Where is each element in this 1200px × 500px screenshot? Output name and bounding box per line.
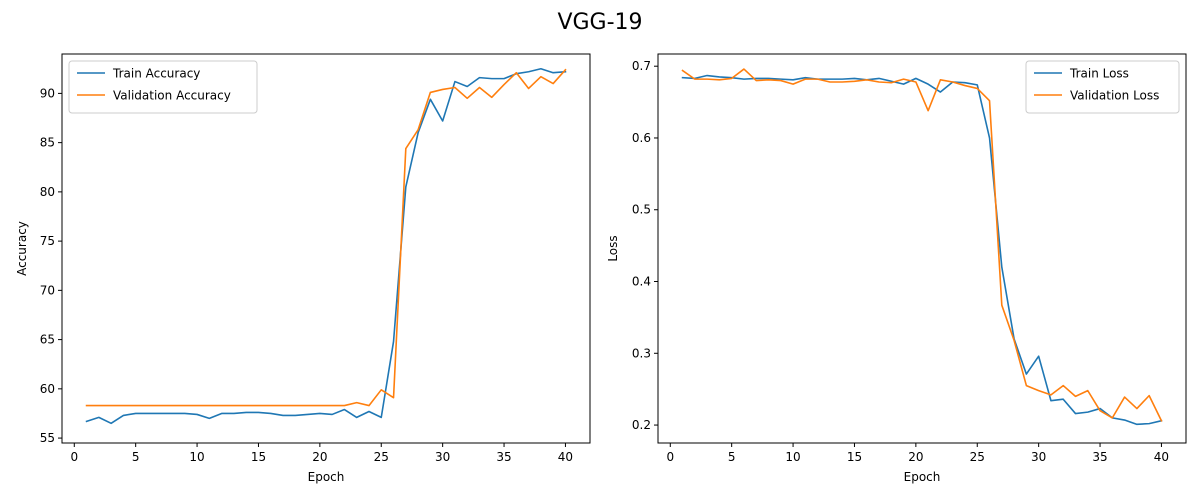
loss-y-tick-label: 0.7 bbox=[632, 59, 651, 73]
loss-legend: Train Loss Validation Loss bbox=[1025, 60, 1180, 114]
loss-legend-box bbox=[1025, 60, 1180, 114]
accuracy-y-tick-label: 55 bbox=[40, 431, 55, 445]
accuracy-y-tick-label: 85 bbox=[40, 136, 55, 150]
figure-title: VGG-19 bbox=[557, 10, 642, 35]
accuracy-x-tick-label: 30 bbox=[435, 450, 450, 464]
loss-x-tick-label: 30 bbox=[1031, 450, 1046, 464]
loss-y-axis-label: Loss bbox=[606, 235, 620, 261]
loss-y-tick-label: 0.6 bbox=[632, 131, 651, 145]
accuracy-x-tick-label: 20 bbox=[312, 450, 327, 464]
loss-legend-label-0: Train Loss bbox=[1069, 67, 1129, 81]
accuracy-y-tick-label: 60 bbox=[40, 382, 55, 396]
loss-x-tick-label: 5 bbox=[728, 450, 736, 464]
accuracy-y-tick-label: 75 bbox=[40, 234, 55, 248]
loss-chart: 0 5 10 15 20 25 30 35 40 0.2 0.3 0.4 0.5 0.6 0.7 Epoch L… bbox=[606, 53, 1187, 484]
accuracy-axes-frame bbox=[61, 53, 591, 444]
loss-y-tick-label: 0.4 bbox=[632, 275, 651, 289]
loss-x-tick-label: 35 bbox=[1092, 450, 1107, 464]
accuracy-x-axis-label: Epoch bbox=[308, 470, 345, 484]
accuracy-x-tick-label: 40 bbox=[558, 450, 573, 464]
loss-series-line-1 bbox=[681, 68, 1163, 422]
accuracy-y-tick-label: 90 bbox=[40, 86, 55, 100]
loss-x-tick-label: 40 bbox=[1154, 450, 1169, 464]
loss-axes-frame bbox=[657, 53, 1187, 444]
loss-y-tick-label: 0.3 bbox=[632, 346, 651, 360]
accuracy-y-axis-label: Accuracy bbox=[15, 221, 29, 276]
loss-x-tick-label: 0 bbox=[666, 450, 674, 464]
accuracy-legend-box bbox=[68, 60, 258, 114]
accuracy-legend-label-0: Train Accuracy bbox=[112, 67, 200, 81]
accuracy-chart: 0 5 10 15 20 25 30 35 40 55 60 65 70 75 80 85 90 Epoch Acc… bbox=[15, 53, 591, 484]
loss-y-tick-label: 0.5 bbox=[632, 203, 651, 217]
accuracy-x-tick-label: 10 bbox=[189, 450, 204, 464]
loss-x-tick-label: 20 bbox=[908, 450, 923, 464]
loss-x-axis-label: Epoch bbox=[904, 470, 941, 484]
accuracy-x-tick-label: 15 bbox=[251, 450, 266, 464]
accuracy-x-tick-label: 35 bbox=[496, 450, 511, 464]
loss-legend-label-1: Validation Loss bbox=[1070, 89, 1159, 103]
accuracy-series-line-0 bbox=[85, 67, 567, 425]
loss-x-tick-label: 25 bbox=[970, 450, 985, 464]
loss-x-tick-label: 15 bbox=[847, 450, 862, 464]
loss-series-line-0 bbox=[681, 74, 1163, 426]
accuracy-x-tick-label: 0 bbox=[70, 450, 78, 464]
loss-x-tick-label: 10 bbox=[785, 450, 800, 464]
accuracy-series-line-1 bbox=[85, 68, 567, 407]
accuracy-y-tick-label: 65 bbox=[40, 333, 55, 347]
loss-y-tick-label: 0.2 bbox=[632, 418, 651, 432]
accuracy-legend-label-1: Validation Accuracy bbox=[113, 89, 231, 103]
accuracy-y-tick-label: 80 bbox=[40, 185, 55, 199]
accuracy-x-tick-label: 5 bbox=[132, 450, 140, 464]
accuracy-legend: Train Accuracy Validation Accuracy bbox=[68, 60, 258, 114]
accuracy-y-tick-label: 70 bbox=[40, 283, 55, 297]
accuracy-x-tick-label: 25 bbox=[374, 450, 389, 464]
